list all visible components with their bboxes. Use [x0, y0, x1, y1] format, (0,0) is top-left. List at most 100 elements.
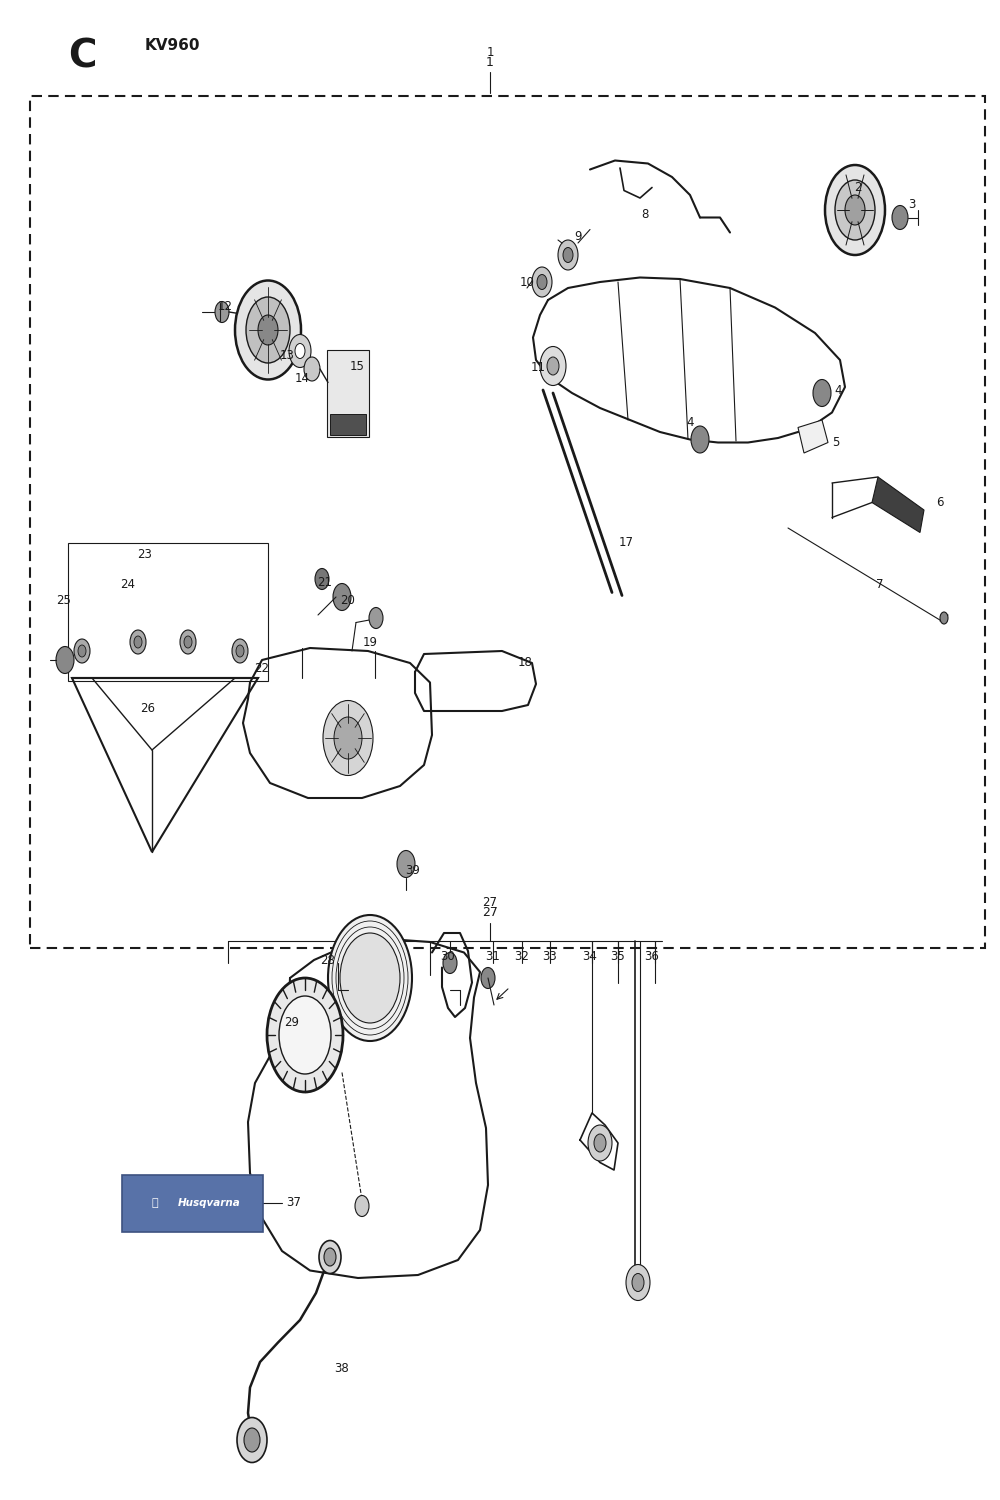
Circle shape: [632, 1274, 644, 1292]
Text: 17: 17: [618, 537, 634, 549]
Text: 21: 21: [318, 576, 332, 588]
Polygon shape: [798, 420, 828, 453]
Circle shape: [304, 357, 320, 381]
Circle shape: [333, 584, 351, 610]
Circle shape: [74, 639, 90, 663]
Circle shape: [246, 297, 290, 363]
Circle shape: [232, 639, 248, 663]
Circle shape: [563, 248, 573, 262]
Circle shape: [481, 968, 495, 988]
Text: 18: 18: [518, 657, 532, 669]
Circle shape: [845, 195, 865, 225]
Text: 1: 1: [486, 57, 494, 69]
Circle shape: [813, 380, 831, 406]
Text: 30: 30: [441, 951, 455, 963]
Text: 13: 13: [280, 350, 294, 361]
Text: 26: 26: [140, 702, 156, 714]
Text: 5: 5: [832, 436, 840, 448]
Circle shape: [892, 206, 908, 230]
Circle shape: [279, 996, 331, 1074]
Circle shape: [825, 165, 885, 255]
Circle shape: [235, 280, 301, 380]
Bar: [68, 543, 268, 681]
Circle shape: [78, 645, 86, 657]
Text: KV960: KV960: [145, 38, 200, 52]
Text: Ⓡ: Ⓡ: [151, 1198, 158, 1208]
Circle shape: [594, 1134, 606, 1152]
Polygon shape: [872, 477, 924, 532]
FancyBboxPatch shape: [327, 350, 369, 436]
Text: 24: 24: [120, 579, 136, 591]
Text: 20: 20: [341, 594, 355, 606]
Text: 33: 33: [543, 951, 557, 963]
Text: 31: 31: [486, 951, 500, 963]
Bar: [30, 96, 985, 948]
Circle shape: [267, 978, 343, 1092]
Text: 3: 3: [908, 198, 916, 210]
Text: 37: 37: [287, 1197, 301, 1209]
Circle shape: [237, 1418, 267, 1462]
Text: 28: 28: [321, 954, 335, 966]
Circle shape: [443, 952, 457, 974]
Circle shape: [691, 426, 709, 453]
Circle shape: [532, 267, 552, 297]
Circle shape: [324, 1248, 336, 1266]
Text: 14: 14: [294, 372, 310, 384]
Circle shape: [547, 357, 559, 375]
Text: 22: 22: [254, 663, 270, 675]
Circle shape: [340, 933, 400, 1023]
Text: 39: 39: [406, 864, 420, 876]
Text: 8: 8: [641, 209, 649, 220]
Text: 4: 4: [834, 384, 842, 396]
Text: 7: 7: [876, 579, 884, 591]
Circle shape: [626, 1264, 650, 1300]
Circle shape: [558, 240, 578, 270]
Circle shape: [940, 612, 948, 624]
Text: 32: 32: [515, 951, 529, 963]
Text: 34: 34: [583, 951, 597, 963]
Circle shape: [835, 180, 875, 240]
Circle shape: [328, 915, 412, 1041]
Circle shape: [258, 315, 278, 345]
Text: 35: 35: [611, 951, 625, 963]
FancyBboxPatch shape: [122, 1174, 263, 1232]
Circle shape: [236, 645, 244, 657]
Text: 4: 4: [686, 417, 694, 429]
Circle shape: [295, 344, 305, 358]
Circle shape: [289, 334, 311, 368]
Circle shape: [215, 302, 229, 322]
Circle shape: [323, 700, 373, 776]
Text: 29: 29: [285, 1017, 300, 1029]
Text: 9: 9: [574, 231, 582, 243]
Circle shape: [540, 346, 566, 386]
Text: 1: 1: [486, 46, 494, 58]
Circle shape: [369, 608, 383, 628]
Polygon shape: [330, 414, 366, 435]
Text: 27: 27: [482, 906, 498, 918]
Text: 2: 2: [854, 182, 862, 194]
Circle shape: [588, 1125, 612, 1161]
Circle shape: [244, 1428, 260, 1452]
Circle shape: [180, 630, 196, 654]
Text: 19: 19: [362, 636, 378, 648]
Text: 38: 38: [335, 1362, 349, 1374]
Circle shape: [355, 1196, 369, 1216]
Circle shape: [397, 850, 415, 877]
Circle shape: [134, 636, 142, 648]
Circle shape: [319, 1240, 341, 1274]
Text: Husqvarna: Husqvarna: [177, 1198, 240, 1208]
Text: 23: 23: [138, 549, 152, 561]
Text: 15: 15: [350, 360, 364, 372]
Text: 36: 36: [645, 951, 659, 963]
Circle shape: [315, 568, 329, 590]
Text: 6: 6: [936, 496, 944, 508]
Text: C: C: [68, 38, 96, 75]
Circle shape: [130, 630, 146, 654]
Text: 27: 27: [482, 897, 498, 909]
Text: 11: 11: [530, 362, 546, 374]
Text: 10: 10: [520, 276, 534, 288]
Circle shape: [56, 646, 74, 674]
Text: 25: 25: [57, 594, 71, 606]
Circle shape: [537, 274, 547, 290]
Circle shape: [184, 636, 192, 648]
